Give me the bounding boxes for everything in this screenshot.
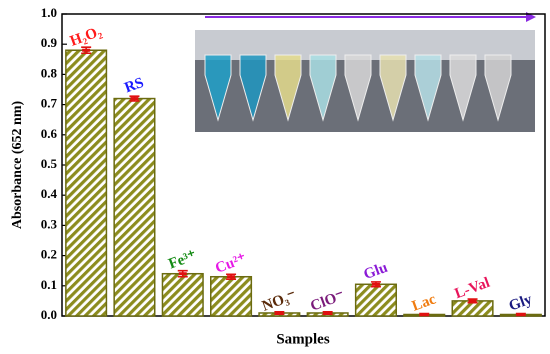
error-center — [468, 299, 477, 303]
error-center — [516, 312, 525, 316]
error-center — [420, 312, 429, 316]
y-tick-label: 1.0 — [41, 5, 57, 20]
error-center — [323, 311, 332, 315]
category-label: Glu — [362, 260, 390, 283]
y-tick-label: 0.8 — [41, 65, 58, 80]
y-tick-label: 0.0 — [41, 307, 57, 322]
bar — [161, 272, 204, 317]
y-tick-label: 0.4 — [41, 186, 58, 201]
category-label: Gly — [507, 291, 535, 314]
photo-inset — [195, 30, 535, 132]
error-center — [275, 311, 284, 315]
bar — [65, 49, 108, 317]
category-label: NO₃⁻ — [260, 288, 298, 315]
error-center — [82, 48, 91, 52]
error-center — [130, 97, 139, 101]
category-label: RS — [123, 75, 147, 97]
bar — [113, 97, 156, 317]
y-tick-label: 0.7 — [41, 96, 58, 111]
y-tick-label: 0.1 — [41, 277, 57, 292]
category-label: Cu²⁺ — [213, 251, 248, 277]
y-tick-label: 0.9 — [41, 35, 58, 50]
y-tick-label: 0.5 — [41, 156, 58, 171]
error-center — [371, 282, 380, 286]
category-label: H₂O₂ — [68, 23, 104, 49]
y-tick-label: 0.6 — [41, 126, 58, 141]
bar — [354, 283, 397, 317]
error-center — [178, 272, 187, 276]
category-label: Lac — [410, 291, 438, 314]
x-axis-label: Samples — [276, 331, 330, 347]
category-label: Fe³⁺ — [167, 248, 199, 273]
error-center — [227, 275, 236, 279]
y-tick-label: 0.3 — [41, 216, 58, 231]
bar — [210, 275, 253, 317]
y-tick-label: 0.2 — [41, 247, 57, 262]
category-label: L-Val — [453, 275, 492, 302]
category-label: ClO⁻ — [308, 288, 346, 315]
y-axis-label: Absorbance (652 nm) — [10, 101, 25, 230]
